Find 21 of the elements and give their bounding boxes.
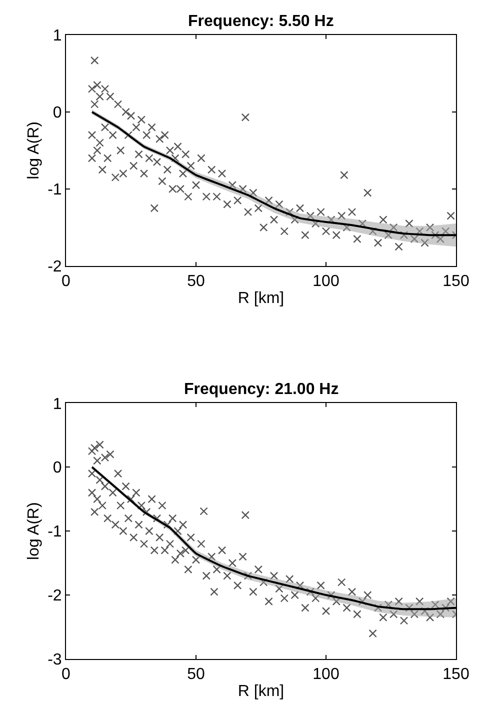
y-tick-label: 0: [52, 460, 62, 477]
x-tick-label: 100: [312, 666, 340, 684]
y-tick-label: -2: [48, 588, 62, 605]
x-axis-title: R [km]: [238, 682, 284, 700]
y-axis-title: log A(R): [25, 122, 42, 180]
chart-title: Frequency: 21.00 Hz: [184, 381, 339, 398]
y-tick-label: 1: [52, 396, 62, 413]
y-tick-label: -1: [48, 182, 62, 199]
x-tick-label: 150: [442, 273, 470, 290]
x-tick-label: 50: [187, 666, 205, 684]
y-axis-title: log A(R): [25, 502, 42, 560]
y-tick-label: 1: [52, 28, 62, 45]
y-tick-label: -2: [48, 258, 62, 276]
y-tick-label: -3: [48, 652, 62, 669]
x-tick-label: 150: [442, 666, 470, 684]
x-tick-label: 50: [187, 273, 205, 290]
x-tick-label: 100: [312, 273, 340, 290]
y-tick-label: -1: [48, 524, 62, 541]
x-axis-title: R [km]: [238, 290, 284, 307]
chart-title: Frequency: 5.50 Hz: [188, 13, 334, 30]
y-tick-label: 0: [52, 104, 62, 122]
